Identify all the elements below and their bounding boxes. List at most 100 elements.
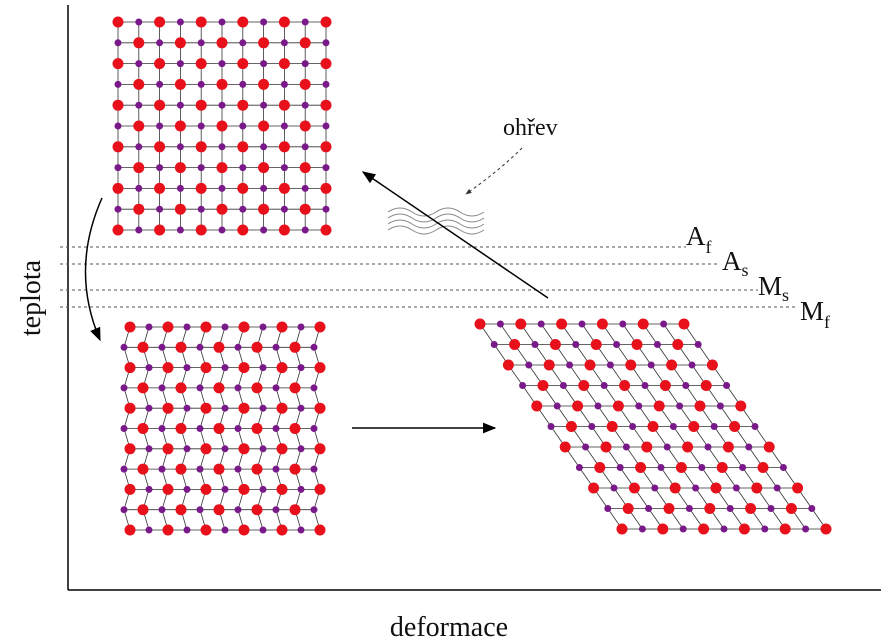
- atom-small: [176, 60, 184, 68]
- atom-small: [260, 101, 268, 109]
- atom-large: [258, 162, 270, 174]
- atom-small: [272, 384, 280, 392]
- atom-small: [259, 526, 267, 534]
- atom-large: [174, 203, 186, 215]
- atom-small: [260, 226, 268, 234]
- wave: [387, 213, 485, 223]
- atom-large: [174, 78, 186, 90]
- atom-small: [280, 80, 288, 88]
- atom-small: [280, 205, 288, 213]
- atom-large: [213, 463, 225, 475]
- atom-small: [239, 164, 247, 172]
- atom-small: [156, 122, 164, 130]
- atom-small: [183, 404, 191, 412]
- atom-large: [590, 339, 602, 350]
- atom-large: [154, 99, 166, 111]
- atom-small: [653, 341, 661, 348]
- atom-large: [716, 462, 728, 473]
- atom-large: [124, 443, 136, 455]
- label-main: M: [758, 271, 782, 301]
- atom-small: [135, 101, 143, 109]
- atom-large: [278, 224, 290, 236]
- atom-small: [280, 39, 288, 47]
- atom-small: [280, 122, 288, 130]
- atom-small: [723, 382, 731, 389]
- atom-small: [218, 226, 226, 234]
- atom-large: [320, 16, 332, 28]
- atom-large: [276, 443, 288, 455]
- atom-small: [610, 484, 618, 492]
- heat-waves: [387, 207, 485, 235]
- atom-small: [297, 445, 305, 453]
- atom-small: [197, 122, 205, 130]
- atom-large: [133, 37, 145, 49]
- atom-large: [258, 37, 270, 49]
- atom-large: [785, 503, 797, 514]
- atom-small: [145, 445, 153, 453]
- atom-small: [272, 343, 280, 351]
- atom-small: [183, 323, 191, 331]
- atom-small: [135, 18, 143, 26]
- atom-large: [722, 441, 734, 453]
- atom-large: [200, 483, 212, 495]
- atom-small: [779, 464, 787, 471]
- atom-large: [584, 359, 596, 371]
- atom-small: [660, 320, 668, 328]
- atom-small: [322, 122, 330, 130]
- atom-small: [158, 506, 166, 514]
- wave: [387, 207, 485, 217]
- atom-large: [238, 362, 250, 374]
- atom-small: [218, 101, 226, 109]
- atom-small: [176, 101, 184, 109]
- atom-large: [216, 37, 228, 49]
- atom-large: [162, 321, 174, 333]
- atom-small: [301, 18, 309, 26]
- atom-large: [251, 382, 263, 394]
- atom-large: [751, 482, 763, 494]
- atom-large: [779, 523, 791, 535]
- atom-large: [278, 16, 290, 28]
- atom-large: [154, 141, 166, 153]
- atom-large: [237, 99, 249, 111]
- atom-large: [154, 224, 166, 236]
- austenite-lattice: [112, 16, 332, 236]
- atom-large: [216, 78, 228, 90]
- atom-large: [729, 421, 741, 432]
- atom-small: [322, 80, 330, 88]
- atom-large: [216, 162, 228, 174]
- atom-small: [767, 505, 775, 512]
- heating-pointer: [465, 147, 523, 195]
- atom-large: [299, 120, 311, 132]
- atom-small: [183, 445, 191, 453]
- atom-large: [314, 402, 326, 414]
- atom-large: [596, 318, 608, 330]
- atom-large: [238, 483, 250, 495]
- atom-large: [216, 203, 228, 215]
- atom-large: [195, 16, 207, 28]
- atom-large: [251, 504, 263, 516]
- atom-small: [234, 384, 242, 392]
- atom-small: [310, 384, 318, 392]
- label-sub: f: [706, 237, 712, 257]
- atom-large: [276, 402, 288, 414]
- atom-small: [301, 143, 309, 151]
- atom-large: [112, 99, 124, 111]
- atom-large: [682, 441, 694, 453]
- atom-large: [320, 224, 332, 236]
- atom-small: [260, 184, 268, 192]
- atom-large: [276, 524, 288, 536]
- atom-large: [537, 380, 549, 391]
- atom-large: [675, 462, 687, 473]
- atom-small: [629, 423, 637, 430]
- atom-large: [299, 78, 311, 90]
- atom-large: [641, 441, 653, 453]
- atom-small: [716, 402, 724, 410]
- atom-small: [218, 143, 226, 151]
- atom-large: [578, 380, 590, 391]
- heating-arrow: [361, 171, 549, 299]
- atom-small: [698, 464, 706, 471]
- atom-large: [694, 400, 706, 412]
- atom-large: [200, 321, 212, 333]
- cooling-arrow: [84, 197, 103, 342]
